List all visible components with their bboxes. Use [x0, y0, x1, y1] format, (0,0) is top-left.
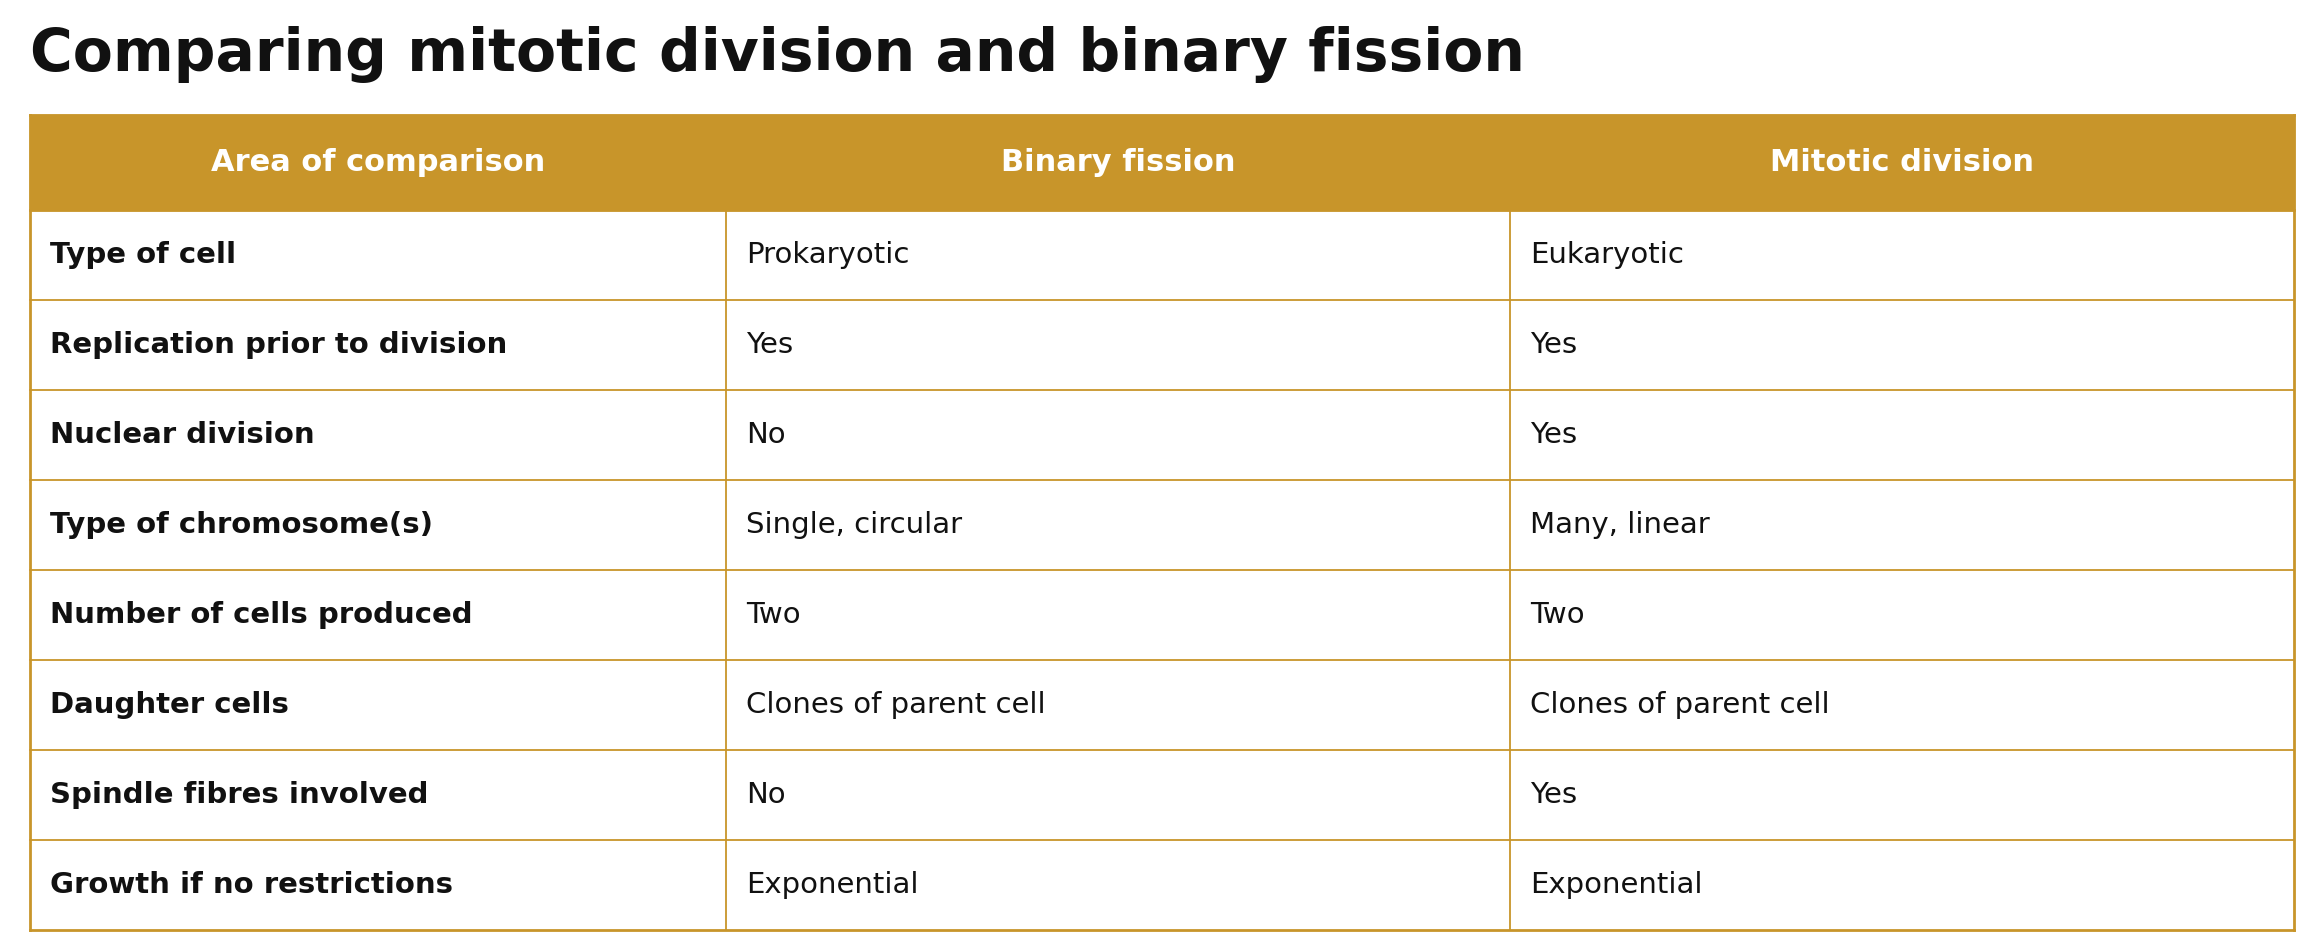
Text: Binary fission: Binary fission	[1002, 148, 1236, 177]
Text: Clones of parent cell: Clones of parent cell	[746, 691, 1046, 719]
Text: Exponential: Exponential	[1529, 871, 1703, 899]
Text: Spindle fibres involved: Spindle fibres involved	[51, 781, 428, 809]
Text: Daughter cells: Daughter cells	[51, 691, 288, 719]
Text: Nuclear division: Nuclear division	[51, 421, 314, 449]
Text: No: No	[746, 781, 786, 809]
Text: Yes: Yes	[1529, 421, 1578, 449]
Text: Exponential: Exponential	[746, 871, 918, 899]
Text: Two: Two	[1529, 601, 1585, 629]
Text: Type of cell: Type of cell	[51, 241, 237, 269]
Bar	[30, 115, 2294, 210]
Text: Yes: Yes	[746, 331, 792, 359]
Text: Yes: Yes	[1529, 781, 1578, 809]
Text: Comparing mitotic division and binary fission: Comparing mitotic division and binary fi…	[30, 26, 1525, 83]
Text: Replication prior to division: Replication prior to division	[51, 331, 507, 359]
Text: Mitotic division: Mitotic division	[1771, 148, 2034, 177]
Text: Many, linear: Many, linear	[1529, 511, 1710, 539]
Text: Two: Two	[746, 601, 802, 629]
Text: Yes: Yes	[1529, 331, 1578, 359]
Text: No: No	[746, 421, 786, 449]
Text: Area of comparison: Area of comparison	[211, 148, 546, 177]
Text: Type of chromosome(s): Type of chromosome(s)	[51, 511, 432, 539]
Text: Clones of parent cell: Clones of parent cell	[1529, 691, 1829, 719]
Text: Eukaryotic: Eukaryotic	[1529, 241, 1685, 269]
Text: Number of cells produced: Number of cells produced	[51, 601, 472, 629]
Text: Prokaryotic: Prokaryotic	[746, 241, 909, 269]
Text: Single, circular: Single, circular	[746, 511, 962, 539]
Text: Growth if no restrictions: Growth if no restrictions	[51, 871, 453, 899]
